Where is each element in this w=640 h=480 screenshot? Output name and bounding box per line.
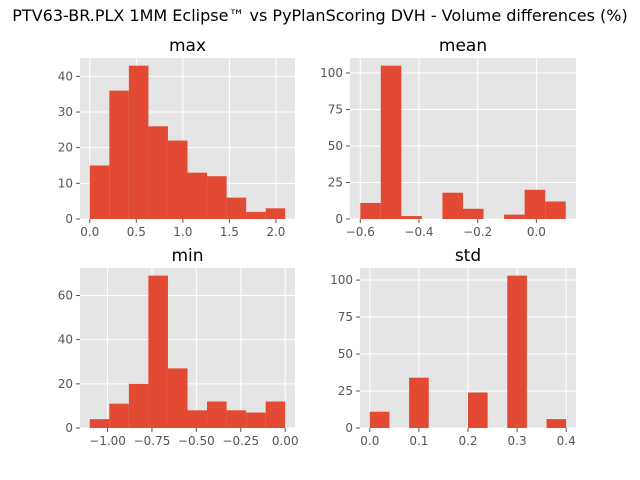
x-tick-label: 0.3 bbox=[508, 434, 527, 448]
x-tick-label: 0.0 bbox=[360, 434, 379, 448]
y-tick-label: 25 bbox=[338, 384, 353, 398]
histogram-bar bbox=[468, 392, 488, 428]
x-tick-label: −0.75 bbox=[134, 434, 171, 448]
x-tick-label: 0.00 bbox=[272, 434, 299, 448]
y-tick-label: 20 bbox=[58, 141, 73, 155]
x-tick-label: −0.2 bbox=[463, 225, 492, 239]
histogram-bar bbox=[128, 65, 149, 220]
x-tick-label: 0.0 bbox=[80, 225, 99, 239]
histogram-bar bbox=[187, 410, 208, 428]
y-tick-label: 0 bbox=[335, 212, 343, 226]
histogram-bar bbox=[401, 216, 422, 219]
x-tick-label: 1.0 bbox=[173, 225, 192, 239]
histogram-bar bbox=[109, 90, 129, 220]
subplot-title: min bbox=[171, 246, 203, 266]
histogram-bar bbox=[109, 403, 129, 428]
histogram-bar bbox=[380, 65, 402, 220]
x-tick-label: 0.4 bbox=[557, 434, 576, 448]
histogram-bar bbox=[265, 208, 286, 219]
histogram-bar bbox=[128, 383, 149, 428]
y-tick-label: 50 bbox=[328, 139, 343, 153]
x-tick-label: 0.5 bbox=[127, 225, 146, 239]
x-tick-label: 0.0 bbox=[527, 225, 546, 239]
histogram-bar bbox=[463, 208, 484, 219]
x-tick-label: 1.5 bbox=[220, 225, 239, 239]
histogram-bar bbox=[504, 214, 525, 219]
histogram-bar bbox=[369, 411, 390, 428]
histogram-bar bbox=[442, 192, 463, 219]
y-tick-label: 60 bbox=[58, 288, 73, 302]
x-tick-label: 2.0 bbox=[266, 225, 285, 239]
histogram-std: 0.0 0.1 0.2 0.3 0.4 0 25 50 75 100 std bbox=[330, 246, 576, 448]
y-tick-label: 0 bbox=[65, 421, 73, 435]
histogram-bar bbox=[226, 410, 247, 428]
subplot-title: mean bbox=[439, 36, 487, 56]
histogram-bar bbox=[265, 401, 286, 428]
y-tick-label: 50 bbox=[338, 347, 353, 361]
x-tick-label: −1.00 bbox=[89, 434, 126, 448]
y-tick-label: 100 bbox=[320, 66, 343, 80]
y-tick-label: 100 bbox=[330, 273, 353, 287]
x-tick-label: −0.4 bbox=[404, 225, 433, 239]
histogram-bar bbox=[167, 140, 188, 219]
y-tick-label: 75 bbox=[338, 310, 353, 324]
histogram-bar bbox=[226, 197, 247, 219]
subplot-title: std bbox=[455, 246, 481, 266]
y-tick-label: 40 bbox=[58, 333, 73, 347]
y-tick-label: 75 bbox=[328, 102, 343, 116]
x-tick-label: −0.25 bbox=[222, 434, 259, 448]
histogram-bar bbox=[524, 189, 546, 219]
histogram-bar bbox=[148, 126, 168, 219]
histogram-bar bbox=[207, 176, 227, 219]
histogram-max: 0.0 0.5 1.0 1.5 2.0 0 10 20 30 40 max bbox=[58, 36, 295, 239]
histogram-bar bbox=[167, 368, 188, 428]
y-tick-label: 30 bbox=[58, 105, 73, 119]
histogram-min: −1.00 −0.75 −0.50 −0.25 0.00 0 20 40 60 min bbox=[58, 246, 299, 448]
histogram-bar bbox=[207, 401, 227, 428]
histogram-bar bbox=[89, 165, 110, 219]
histogram-bar bbox=[187, 172, 208, 219]
subplot-title: max bbox=[169, 36, 206, 56]
histogram-bar bbox=[409, 377, 429, 428]
histogram-bar bbox=[246, 412, 266, 428]
histogram-mean: −0.6 −0.4 −0.2 0.0 0 25 50 75 100 mean bbox=[320, 36, 576, 239]
x-tick-label: −0.50 bbox=[178, 434, 215, 448]
histogram-bar bbox=[148, 275, 168, 428]
y-tick-label: 0 bbox=[65, 212, 73, 226]
histogram-bar bbox=[507, 275, 527, 428]
y-tick-label: 0 bbox=[345, 421, 353, 435]
x-tick-label: 0.1 bbox=[409, 434, 428, 448]
histogram-bar bbox=[546, 419, 567, 428]
y-tick-label: 40 bbox=[58, 69, 73, 83]
x-tick-label: 0.2 bbox=[458, 434, 477, 448]
x-tick-label: −0.6 bbox=[346, 225, 375, 239]
histogram-bar bbox=[246, 211, 266, 219]
y-tick-label: 20 bbox=[58, 377, 73, 391]
figure-title: PTV63-BR.PLX 1MM Eclipse™ vs PyPlanScori… bbox=[12, 6, 628, 25]
y-tick-label: 25 bbox=[328, 175, 343, 189]
histogram-bar bbox=[89, 419, 110, 428]
y-tick-label: 10 bbox=[58, 176, 73, 190]
histogram-bar bbox=[360, 202, 381, 219]
histogram-bar bbox=[545, 201, 566, 219]
